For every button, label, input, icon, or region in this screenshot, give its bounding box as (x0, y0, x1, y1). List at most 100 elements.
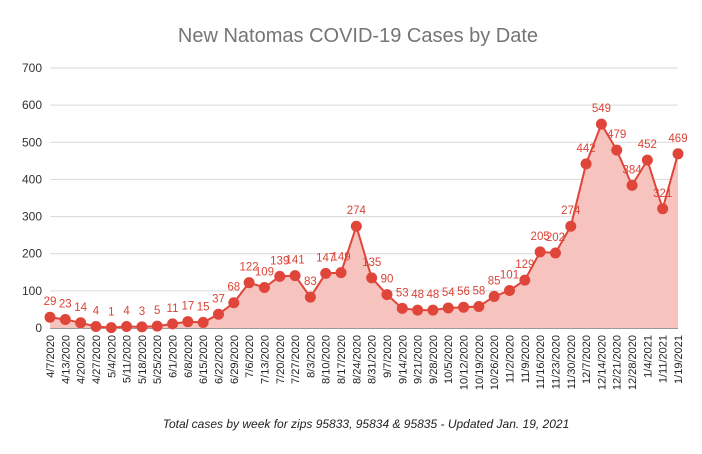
data-label: 4 (123, 306, 130, 318)
data-label: 129 (515, 259, 534, 271)
x-tick-label: 9/21/2020 (413, 335, 425, 384)
x-tick-label: 9/7/2020 (382, 335, 394, 378)
y-tick-label: 0 (35, 321, 42, 335)
x-tick-label: 11/2/2020 (505, 335, 517, 383)
data-label: 139 (270, 255, 289, 267)
data-point (565, 220, 577, 232)
data-labels: 29 23 14 4 1 4 3 5 11 17 1537681221091391418314714… (44, 103, 688, 319)
data-point (534, 246, 546, 258)
data-label: 122 (240, 262, 259, 274)
data-point (289, 270, 301, 282)
x-tick-label: 11/16/2020 (535, 335, 547, 389)
data-point (427, 304, 439, 316)
data-label: 549 (592, 103, 611, 115)
data-label: 56 (457, 286, 470, 298)
data-point (243, 277, 255, 289)
data-point (258, 282, 270, 294)
x-tick-label: 7/27/2020 (290, 335, 302, 384)
y-tick-label: 300 (22, 210, 42, 224)
x-tick-label: 5/11/2020 (122, 335, 134, 383)
data-point (167, 318, 179, 330)
data-label: 442 (577, 143, 596, 155)
data-point (59, 313, 71, 325)
data-label: 90 (381, 274, 394, 286)
x-tick-label: 5/25/2020 (152, 335, 164, 384)
data-label: 384 (622, 164, 642, 176)
data-label: 469 (668, 133, 687, 145)
data-label: 147 (316, 252, 335, 264)
data-label: 37 (212, 293, 225, 305)
data-point (381, 289, 393, 301)
data-point (105, 322, 117, 334)
x-tick-label: 5/4/2020 (106, 335, 118, 378)
data-label: 17 (181, 301, 194, 313)
x-tick-label: 4/27/2020 (91, 335, 103, 384)
x-tick-label: 9/28/2020 (428, 335, 440, 384)
data-point (151, 320, 163, 332)
data-point (350, 220, 362, 232)
x-tick-label: 9/14/2020 (397, 335, 409, 384)
data-label: 274 (347, 205, 367, 217)
data-label: 205 (531, 231, 550, 243)
data-label: 135 (362, 257, 381, 269)
x-tick-label: 1/4/2021 (642, 335, 654, 378)
x-tick-label: 4/13/2020 (60, 335, 72, 384)
data-point (549, 247, 561, 259)
data-label: 202 (546, 232, 565, 244)
x-tick-label: 8/24/2020 (351, 335, 363, 384)
data-point (504, 284, 516, 296)
data-label: 54 (442, 287, 455, 299)
data-point (396, 302, 408, 314)
data-point (595, 118, 607, 130)
y-tick-label: 200 (22, 247, 42, 261)
x-tick-label: 7/6/2020 (244, 335, 256, 378)
x-tick-label: 12/28/2020 (627, 335, 639, 390)
data-label: 1 (108, 307, 114, 319)
data-point (90, 321, 102, 333)
x-tick-label: 8/10/2020 (321, 335, 333, 384)
y-tick-label: 600 (22, 98, 42, 112)
data-label: 83 (304, 276, 317, 288)
x-tick-label: 10/5/2020 (443, 335, 455, 384)
data-point (320, 267, 332, 279)
data-point (442, 302, 454, 314)
data-point (580, 158, 592, 170)
data-point (366, 272, 378, 284)
data-label: 109 (255, 267, 274, 279)
x-tick-label: 4/20/2020 (76, 335, 88, 384)
x-tick-label: 8/31/2020 (367, 335, 379, 384)
data-point (304, 291, 316, 303)
data-point (641, 154, 653, 166)
data-point (75, 317, 87, 329)
chart-title: New Natomas COVID-19 Cases by Date (178, 25, 538, 47)
x-tick-label: 10/12/2020 (459, 335, 471, 390)
data-point (611, 144, 623, 156)
x-tick-label: 11/9/2020 (520, 335, 532, 383)
x-tick-label: 1/19/2021 (673, 335, 685, 384)
x-tick-label: 7/13/2020 (259, 335, 271, 384)
data-label: 3 (139, 306, 145, 318)
data-label: 141 (285, 255, 304, 267)
x-tick-label: 11/30/2020 (566, 335, 578, 389)
x-tick-label: 4/7/2020 (45, 335, 57, 378)
data-point (473, 300, 485, 312)
data-label: 274 (561, 205, 581, 217)
x-tick-label: 12/21/2020 (612, 335, 624, 390)
x-tick-label: 7/20/2020 (275, 335, 287, 384)
data-point (519, 274, 531, 286)
x-axis: 4/7/2020 4/13/2020 4/20/2020 4/27/2020 5/4/2… (45, 335, 685, 390)
y-tick-label: 400 (22, 172, 42, 186)
data-label: 85 (488, 275, 501, 287)
x-tick-label: 6/8/2020 (183, 335, 195, 378)
data-point (657, 203, 669, 215)
data-point (458, 301, 470, 313)
data-label: 101 (500, 269, 519, 281)
y-tick-label: 100 (22, 284, 42, 298)
data-label: 321 (653, 188, 672, 200)
data-point (488, 290, 500, 302)
data-label: 11 (167, 303, 179, 315)
data-point (197, 316, 209, 328)
data-point (121, 321, 133, 333)
data-point (274, 270, 286, 282)
x-tick-label: 6/22/2020 (213, 335, 225, 384)
